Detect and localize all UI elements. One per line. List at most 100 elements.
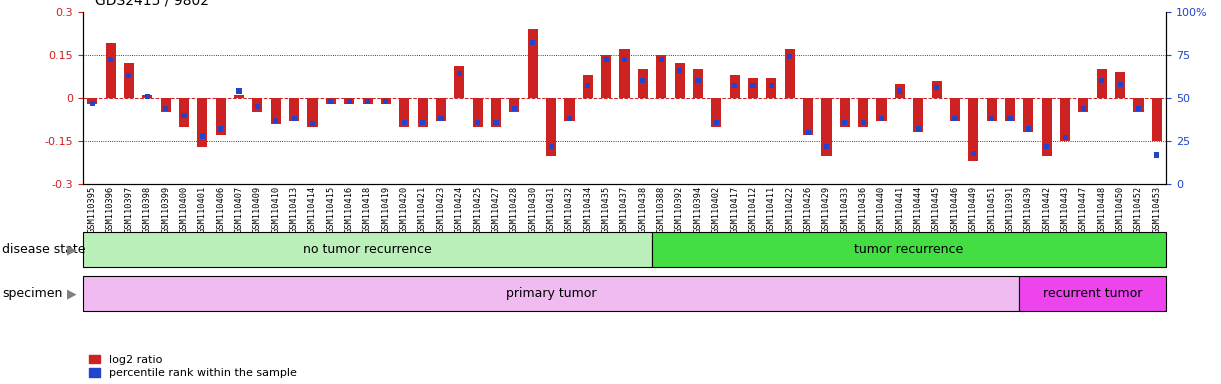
Bar xyxy=(292,116,297,121)
Text: GSM110418: GSM110418 xyxy=(363,186,372,233)
Bar xyxy=(1096,69,1107,98)
Text: GDS2415 / 9802: GDS2415 / 9802 xyxy=(95,0,209,8)
Bar xyxy=(952,116,957,121)
Bar xyxy=(402,119,407,125)
Text: GSM110417: GSM110417 xyxy=(730,186,739,233)
Text: GSM110411: GSM110411 xyxy=(767,186,775,233)
Bar xyxy=(640,78,646,83)
Text: GSM110395: GSM110395 xyxy=(88,186,96,233)
Bar xyxy=(621,57,628,63)
Text: GSM110446: GSM110446 xyxy=(950,186,960,233)
Bar xyxy=(123,63,134,98)
Text: GSM110449: GSM110449 xyxy=(968,186,978,233)
Bar xyxy=(1081,106,1085,111)
Bar xyxy=(1023,98,1033,132)
Text: GSM110451: GSM110451 xyxy=(987,186,996,233)
Text: disease state: disease state xyxy=(2,243,85,256)
Bar xyxy=(656,55,667,98)
Bar xyxy=(987,98,996,121)
Text: GSM110414: GSM110414 xyxy=(308,186,317,233)
Text: GSM110432: GSM110432 xyxy=(565,186,574,233)
Bar xyxy=(1060,98,1070,141)
Text: GSM110423: GSM110423 xyxy=(436,186,446,233)
Text: GSM110407: GSM110407 xyxy=(234,186,243,233)
Text: GSM110428: GSM110428 xyxy=(510,186,519,233)
Bar xyxy=(473,98,482,127)
Bar xyxy=(182,113,187,118)
Text: tumor recurrence: tumor recurrence xyxy=(855,243,963,256)
Bar xyxy=(1078,98,1088,112)
Bar xyxy=(381,98,391,104)
Bar xyxy=(916,126,921,132)
Text: GSM110437: GSM110437 xyxy=(620,186,629,233)
Bar xyxy=(126,73,132,78)
Bar xyxy=(619,49,630,98)
Text: GSM110409: GSM110409 xyxy=(253,186,263,233)
Bar xyxy=(363,98,372,104)
Bar xyxy=(234,95,244,98)
Text: no tumor recurrence: no tumor recurrence xyxy=(303,243,432,256)
Text: GSM110427: GSM110427 xyxy=(492,186,501,233)
Bar xyxy=(824,144,829,149)
Bar xyxy=(806,130,811,135)
Bar xyxy=(548,144,553,149)
Bar xyxy=(1117,81,1123,87)
Text: GSM110447: GSM110447 xyxy=(1079,186,1088,233)
Bar xyxy=(785,49,795,98)
Bar xyxy=(897,88,902,94)
Text: GSM110433: GSM110433 xyxy=(840,186,850,233)
Bar xyxy=(142,95,153,98)
Bar xyxy=(1133,98,1144,112)
Text: GSM110397: GSM110397 xyxy=(125,186,133,233)
Bar xyxy=(399,98,409,127)
Bar xyxy=(219,126,223,132)
Bar xyxy=(289,98,299,121)
Bar xyxy=(968,98,978,161)
Text: GSM110394: GSM110394 xyxy=(694,186,702,233)
Bar xyxy=(582,75,593,98)
Bar xyxy=(145,94,150,99)
Bar xyxy=(347,99,352,104)
Bar xyxy=(164,106,168,111)
Bar xyxy=(255,104,260,109)
Bar xyxy=(89,101,95,106)
Text: GSM110391: GSM110391 xyxy=(1006,186,1015,233)
Bar xyxy=(861,119,866,125)
Bar xyxy=(676,68,683,73)
Bar xyxy=(879,116,884,121)
Text: GSM110422: GSM110422 xyxy=(785,186,794,233)
Bar xyxy=(237,88,242,94)
Bar xyxy=(83,232,652,267)
Bar xyxy=(858,98,868,127)
Bar xyxy=(274,118,278,123)
Bar xyxy=(328,99,333,104)
Text: GSM110443: GSM110443 xyxy=(1061,186,1070,233)
Text: GSM110421: GSM110421 xyxy=(418,186,427,233)
Text: GSM110429: GSM110429 xyxy=(822,186,832,233)
Bar xyxy=(637,69,648,98)
Bar xyxy=(1115,72,1126,98)
Text: primary tumor: primary tumor xyxy=(505,287,596,300)
Bar xyxy=(694,69,703,98)
Bar xyxy=(1099,78,1104,83)
Bar xyxy=(696,78,701,83)
Bar xyxy=(840,98,850,127)
Text: GSM110412: GSM110412 xyxy=(748,186,757,233)
Bar xyxy=(527,29,537,98)
Bar xyxy=(107,57,114,63)
Bar xyxy=(457,71,462,76)
Text: GSM110425: GSM110425 xyxy=(474,186,482,233)
Bar xyxy=(105,43,116,98)
Text: GSM110424: GSM110424 xyxy=(455,186,464,233)
Text: GSM110440: GSM110440 xyxy=(877,186,886,233)
Bar xyxy=(87,98,98,104)
Text: GSM110388: GSM110388 xyxy=(657,186,665,233)
Bar xyxy=(674,63,685,98)
Bar xyxy=(1007,116,1012,121)
Bar xyxy=(493,119,498,125)
Text: GSM110441: GSM110441 xyxy=(895,186,905,233)
Text: GSM110431: GSM110431 xyxy=(547,186,556,233)
Bar xyxy=(418,98,427,127)
Bar xyxy=(733,83,737,88)
Bar xyxy=(712,98,722,127)
